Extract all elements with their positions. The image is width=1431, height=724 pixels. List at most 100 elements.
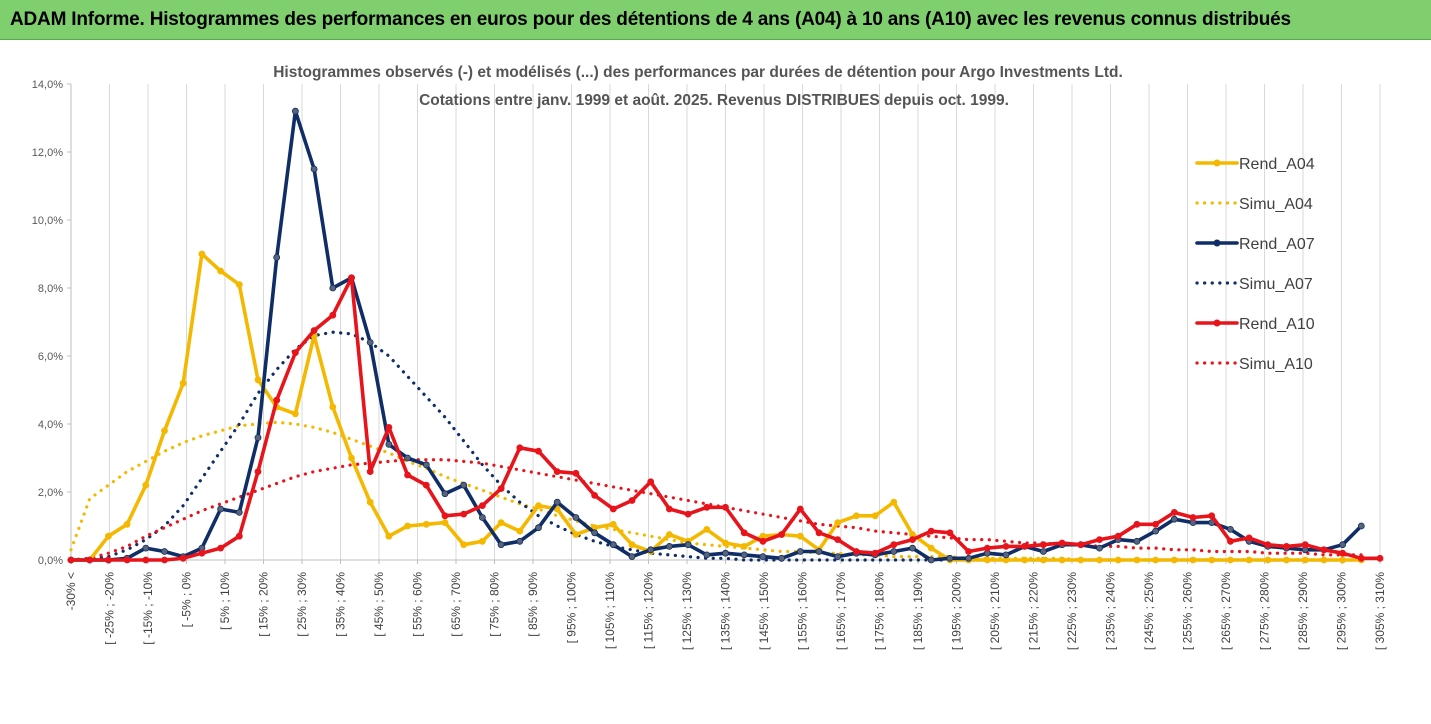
x-tick-label: [ 295% ; 300% — [1335, 572, 1349, 650]
x-tick-label: [ 305% ; 310% — [1373, 572, 1387, 650]
y-tick-label: 6,0% — [38, 351, 63, 363]
data-point-Rend_A07 — [1170, 515, 1178, 523]
data-point-Rend_A07 — [142, 544, 150, 552]
data-point-Rend_A07 — [740, 551, 748, 559]
data-point-Rend_A07 — [834, 553, 842, 560]
series-line-Simu_A10 — [69, 458, 1363, 562]
data-point-Rend_A10 — [1021, 543, 1029, 550]
legend-marker — [1213, 159, 1221, 167]
data-point-Rend_A04 — [853, 512, 860, 520]
data-point-Rend_A07 — [1096, 544, 1103, 552]
data-point-Rend_A04 — [478, 537, 486, 545]
data-point-Rend_A04 — [1189, 556, 1197, 564]
data-point-Rend_A10 — [591, 491, 598, 499]
legend: Rend_A04 Simu_A04 Rend_A07 Simu_A07 Rend_A10… — [1195, 156, 1315, 373]
data-point-Rend_A10 — [123, 556, 131, 564]
data-point-Rend_A04 — [254, 376, 262, 384]
data-point-Rend_A04 — [105, 532, 112, 540]
data-point-Rend_A04 — [1114, 556, 1122, 564]
data-point-Rend_A04 — [235, 281, 243, 289]
legend-label: Rend_A07 — [1239, 236, 1315, 253]
data-point-Rend_A04 — [1301, 556, 1309, 564]
data-point-Rend_A07 — [161, 548, 168, 555]
series-line-Rend_A04 — [69, 252, 1364, 562]
data-point-Rend_A10 — [871, 549, 879, 557]
data-point-Rend_A10 — [909, 536, 916, 543]
data-point-Rend_A10 — [310, 327, 318, 334]
x-tick-label: [ 275% ; 280% — [1258, 572, 1272, 650]
data-point-Rend_A10 — [235, 532, 243, 540]
legend-label: Simu_A04 — [1239, 196, 1313, 213]
chart-area: 0,0% 2,0% 4,0% 6,0% 8,0% 10,0% 12,0% 14,0% -30%… — [0, 40, 1431, 719]
data-point-Rend_A10 — [1320, 546, 1328, 554]
legend-label: Rend_A10 — [1239, 316, 1315, 333]
data-point-Rend_A10 — [628, 497, 636, 504]
data-point-Rend_A04 — [460, 541, 468, 549]
data-point-Rend_A04 — [329, 403, 337, 411]
x-tick-label: [ 95% ; 100% — [565, 572, 579, 644]
data-point-Rend_A10 — [815, 529, 823, 537]
data-point-Rend_A10 — [759, 537, 767, 545]
data-point-Rend_A04 — [927, 544, 935, 552]
x-tick-label: [ 225% ; 230% — [1065, 572, 1079, 650]
data-point-Rend_A10 — [1208, 512, 1216, 520]
data-point-Rend_A10 — [1077, 541, 1085, 549]
data-point-Rend_A10 — [441, 512, 449, 520]
data-point-Rend_A10 — [834, 536, 842, 543]
data-point-Rend_A04 — [1170, 556, 1178, 564]
x-tick-label: [ 125% ; 130% — [680, 572, 694, 650]
data-point-Rend_A07 — [722, 549, 729, 557]
data-point-Rend_A10 — [965, 548, 972, 555]
data-point-Rend_A07 — [946, 554, 954, 562]
data-point-Rend_A07 — [516, 537, 524, 545]
data-point-Rend_A07 — [366, 338, 374, 346]
legend-marker — [1213, 239, 1221, 247]
x-tick-label: [ 105% ; 110% — [603, 572, 617, 649]
data-point-Rend_A10 — [366, 468, 374, 476]
data-point-Rend_A04 — [703, 526, 711, 533]
data-point-Rend_A07 — [703, 551, 711, 559]
data-point-Rend_A10 — [404, 471, 412, 479]
x-tick-label: [ 75% ; 80% — [488, 572, 502, 637]
data-point-Rend_A04 — [1320, 556, 1328, 564]
data-point-Rend_A04 — [609, 520, 617, 528]
legend-marker — [1213, 319, 1221, 327]
data-point-Rend_A10 — [179, 554, 187, 562]
data-point-Rend_A10 — [1096, 536, 1103, 543]
data-point-Rend_A07 — [273, 253, 281, 261]
data-point-Rend_A07 — [217, 505, 225, 513]
data-point-Rend_A10 — [1283, 543, 1290, 550]
data-point-Rend_A07 — [647, 546, 655, 554]
data-point-Rend_A07 — [404, 454, 412, 462]
data-point-Rend_A10 — [1245, 534, 1253, 542]
data-point-Rend_A07 — [1152, 527, 1159, 535]
chart-title-group: Histogrammes observés (-) et modélisés (… — [273, 64, 1123, 109]
data-point-Rend_A10 — [161, 556, 168, 564]
y-tick-label: 4,0% — [38, 419, 63, 431]
data-point-Rend_A10 — [890, 541, 898, 549]
data-point-Rend_A07 — [1133, 537, 1141, 545]
data-point-Rend_A04 — [1096, 556, 1103, 564]
data-point-Rend_A10 — [217, 544, 225, 552]
series-line-Rend_A07 — [69, 109, 1364, 562]
data-point-Rend_A07 — [666, 543, 673, 550]
series-group — [67, 107, 1384, 564]
x-tick-label: [ 175% ; 180% — [873, 572, 887, 650]
x-tick-label: [ 145% ; 150% — [757, 572, 771, 650]
data-point-Rend_A07 — [684, 541, 692, 549]
data-point-Rend_A10 — [460, 510, 468, 518]
data-point-Rend_A04 — [1227, 556, 1234, 564]
data-point-Rend_A07 — [1339, 541, 1346, 549]
data-point-Rend_A07 — [796, 548, 804, 555]
data-point-Rend_A04 — [1283, 556, 1290, 564]
data-point-Rend_A10 — [198, 549, 206, 557]
data-point-Rend_A07 — [422, 461, 430, 469]
data-point-Rend_A04 — [348, 454, 355, 462]
data-point-Rend_A10 — [740, 529, 748, 537]
data-point-Rend_A04 — [1133, 556, 1141, 564]
data-point-Rend_A10 — [666, 505, 673, 513]
data-point-Rend_A10 — [927, 527, 935, 535]
data-point-Rend_A10 — [796, 505, 804, 513]
data-point-Rend_A04 — [740, 543, 748, 550]
data-point-Rend_A10 — [1376, 554, 1384, 562]
